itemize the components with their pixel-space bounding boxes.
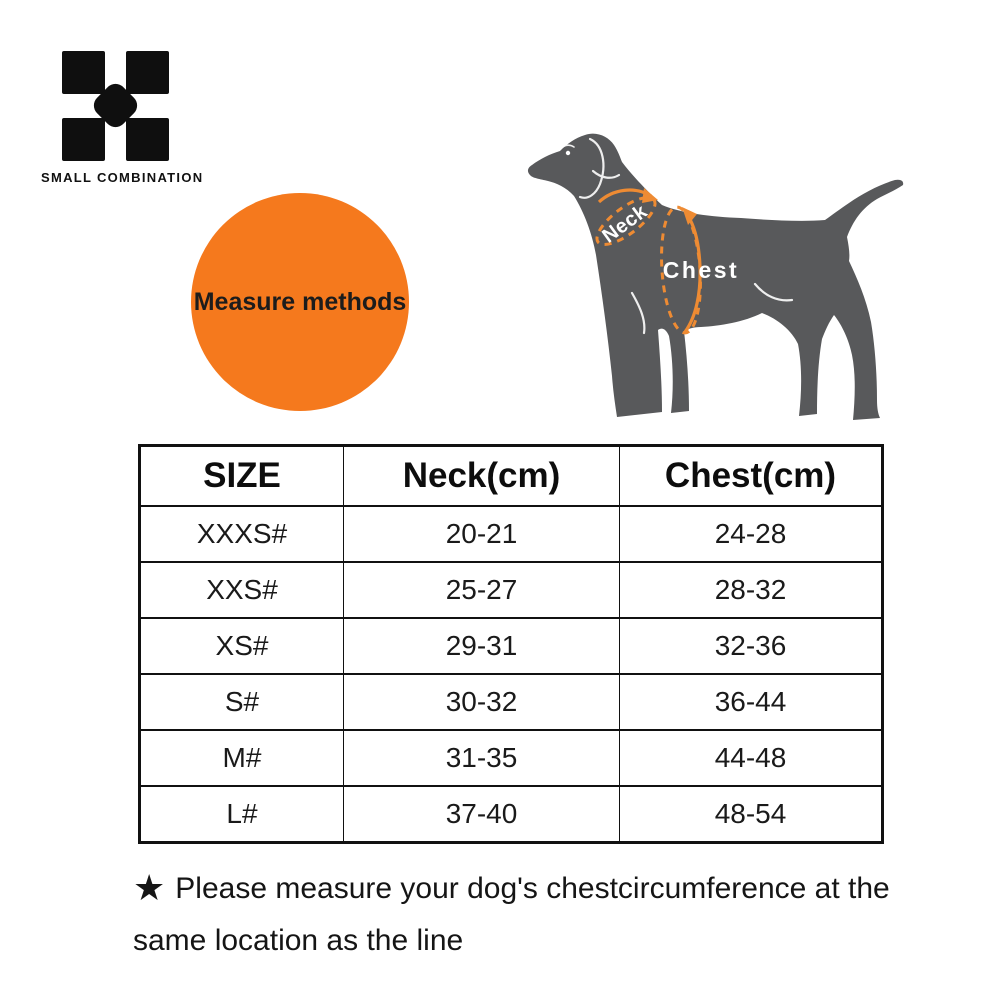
dog-silhouette	[527, 133, 904, 420]
logo-square	[62, 51, 105, 94]
table-row: XS# 29-31 32-36	[139, 617, 883, 675]
chest-cell: 48-54	[619, 785, 883, 844]
table-row: S# 30-32 36-44	[139, 673, 883, 731]
size-cell: S#	[139, 673, 344, 731]
brand-name: SMALL COMBINATION	[41, 170, 204, 185]
size-column-header: SIZE	[139, 444, 344, 507]
table-row: L# 37-40 48-54	[139, 785, 883, 844]
table-row: XXS# 25-27 28-32	[139, 561, 883, 619]
table-header-row: SIZE Neck(cm) Chest(cm)	[139, 444, 883, 507]
table-row: XXXS# 20-21 24-28	[139, 505, 883, 563]
brand-logo-icon	[62, 51, 169, 161]
brow-line-detail	[560, 144, 575, 149]
size-cell: XXXS#	[139, 505, 344, 563]
neck-cell: 31-35	[343, 729, 620, 787]
logo-square	[62, 118, 105, 161]
size-cell: M#	[139, 729, 344, 787]
star-icon: ★	[133, 867, 166, 908]
chest-cell: 24-28	[619, 505, 883, 563]
ear-outline-detail	[578, 137, 605, 199]
neck-cell: 20-21	[343, 505, 620, 563]
chest-arrow-arc	[683, 215, 702, 333]
chest-label: Chest	[663, 257, 739, 283]
neck-cell: 30-32	[343, 673, 620, 731]
eye-detail	[565, 150, 571, 156]
table-row: M# 31-35 44-48	[139, 729, 883, 787]
neck-cell: 29-31	[343, 617, 620, 675]
measurement-note: ★ Please measure your dog's chestcircumfe…	[133, 860, 911, 964]
measurement-note-text: Please measure your dog's chestcircumfer…	[133, 872, 890, 957]
chest-cell: 36-44	[619, 673, 883, 731]
neck-column-header: Neck(cm)	[343, 444, 620, 507]
chest-measure-annotation: Chest	[660, 205, 739, 335]
cheek-line-detail	[591, 169, 621, 179]
size-cell: XXS#	[139, 561, 344, 619]
chest-cell: 28-32	[619, 561, 883, 619]
neck-cell: 25-27	[343, 561, 620, 619]
chest-column-header: Chest(cm)	[619, 444, 883, 507]
size-cell: XS#	[139, 617, 344, 675]
dog-measurement-diagram: Neck Chest	[527, 133, 904, 420]
thigh-line-detail	[753, 282, 794, 302]
logo-square	[126, 118, 169, 161]
neck-arrowhead-icon	[642, 188, 658, 203]
chest-arrowhead-icon	[682, 207, 697, 225]
measure-methods-badge: Measure methods	[191, 193, 409, 411]
chest-line-detail	[630, 291, 646, 335]
measure-methods-label: Measure methods	[193, 287, 407, 316]
size-cell: L#	[139, 785, 344, 844]
chest-cell: 32-36	[619, 617, 883, 675]
neck-cell: 37-40	[343, 785, 620, 844]
dog-detail-lines	[560, 137, 794, 335]
chest-cell: 44-48	[619, 729, 883, 787]
size-table: SIZE Neck(cm) Chest(cm) XXXS# 20-21 24-2…	[138, 444, 884, 844]
logo-square	[126, 51, 169, 94]
